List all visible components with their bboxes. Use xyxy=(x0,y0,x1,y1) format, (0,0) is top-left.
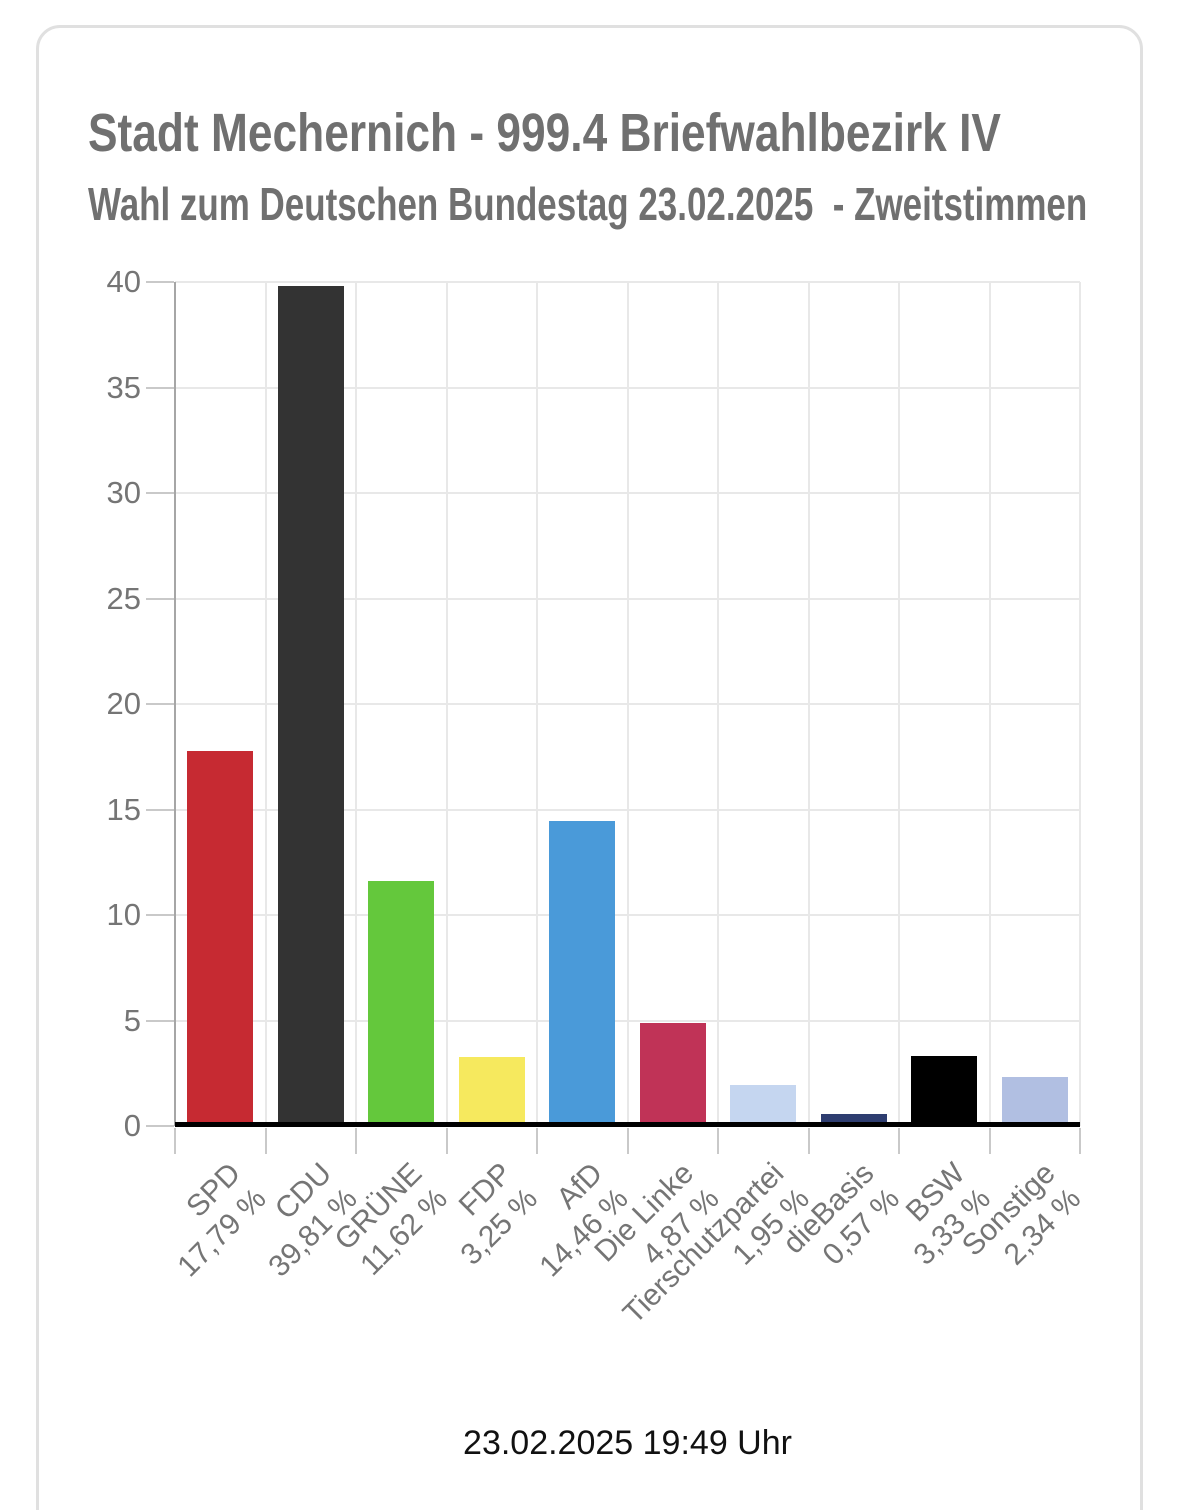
y-axis-label: 40 xyxy=(106,264,141,299)
y-axis-line xyxy=(174,282,176,1126)
y-axis-label: 5 xyxy=(123,1002,141,1038)
y-axis-tick xyxy=(146,281,174,283)
report-timestamp: 23.02.2025 19:49 Uhr xyxy=(463,1424,792,1462)
bar-fdp[interactable] xyxy=(459,1057,525,1126)
bar-bsw[interactable] xyxy=(911,1056,977,1126)
x-axis-tick xyxy=(807,1128,810,1154)
y-axis-label: 15 xyxy=(106,791,141,827)
y-axis-tick xyxy=(146,1019,174,1022)
x-axis-tick xyxy=(264,1128,267,1154)
chart-title: Stadt Mechernich - 999.4 Briefwahlbezirk… xyxy=(88,103,1001,163)
y-axis-tick xyxy=(146,914,174,916)
gridline-vertical xyxy=(988,282,991,1126)
gridline-vertical xyxy=(1079,282,1081,1126)
x-axis-tick xyxy=(717,1128,719,1154)
bar-afd[interactable] xyxy=(549,821,615,1126)
x-axis-tick xyxy=(536,1128,538,1154)
x-axis-tick xyxy=(1079,1128,1081,1154)
gridline-vertical xyxy=(355,282,357,1126)
y-axis-tick xyxy=(146,597,174,600)
y-axis-label: 0 xyxy=(123,1108,141,1143)
gridline-vertical xyxy=(898,282,900,1126)
gridline-vertical xyxy=(536,282,538,1126)
x-axis-tick xyxy=(445,1128,448,1154)
y-axis-label: 20 xyxy=(106,686,141,721)
x-axis-tick xyxy=(988,1128,991,1154)
y-axis-tick xyxy=(146,386,174,389)
y-axis-label: 25 xyxy=(106,580,141,616)
bar-sonstige[interactable] xyxy=(1002,1077,1068,1126)
y-axis-tick xyxy=(146,808,174,811)
y-axis-tick xyxy=(146,1125,174,1127)
gridline-vertical xyxy=(717,282,719,1126)
y-axis-label: 30 xyxy=(106,475,141,510)
y-axis-tick xyxy=(146,492,174,494)
x-axis-tick xyxy=(355,1128,357,1154)
gridline-vertical xyxy=(626,282,629,1126)
y-axis-label: 10 xyxy=(106,897,141,932)
bar-tierschutzpartei[interactable] xyxy=(730,1085,796,1126)
x-axis-tick xyxy=(174,1128,176,1154)
x-axis-tick xyxy=(898,1128,900,1154)
y-axis-label: 35 xyxy=(106,369,141,405)
gridline-vertical xyxy=(445,282,448,1126)
x-axis-label-sonstige: Sonstige 2,34 % xyxy=(955,1156,1088,1289)
x-axis-tick xyxy=(626,1128,629,1154)
chart-subtitle: Wahl zum Deutschen Bundestag 23.02.2025 … xyxy=(88,178,1088,230)
x-axis-line xyxy=(175,1122,1080,1127)
gridline-vertical xyxy=(264,282,267,1126)
bar-die-linke[interactable] xyxy=(640,1023,706,1126)
bar-cdu[interactable] xyxy=(278,286,344,1126)
bar-spd[interactable] xyxy=(187,751,253,1126)
bar-gr-ne[interactable] xyxy=(368,881,434,1126)
y-axis-tick xyxy=(146,703,174,705)
gridline-vertical xyxy=(807,282,810,1126)
